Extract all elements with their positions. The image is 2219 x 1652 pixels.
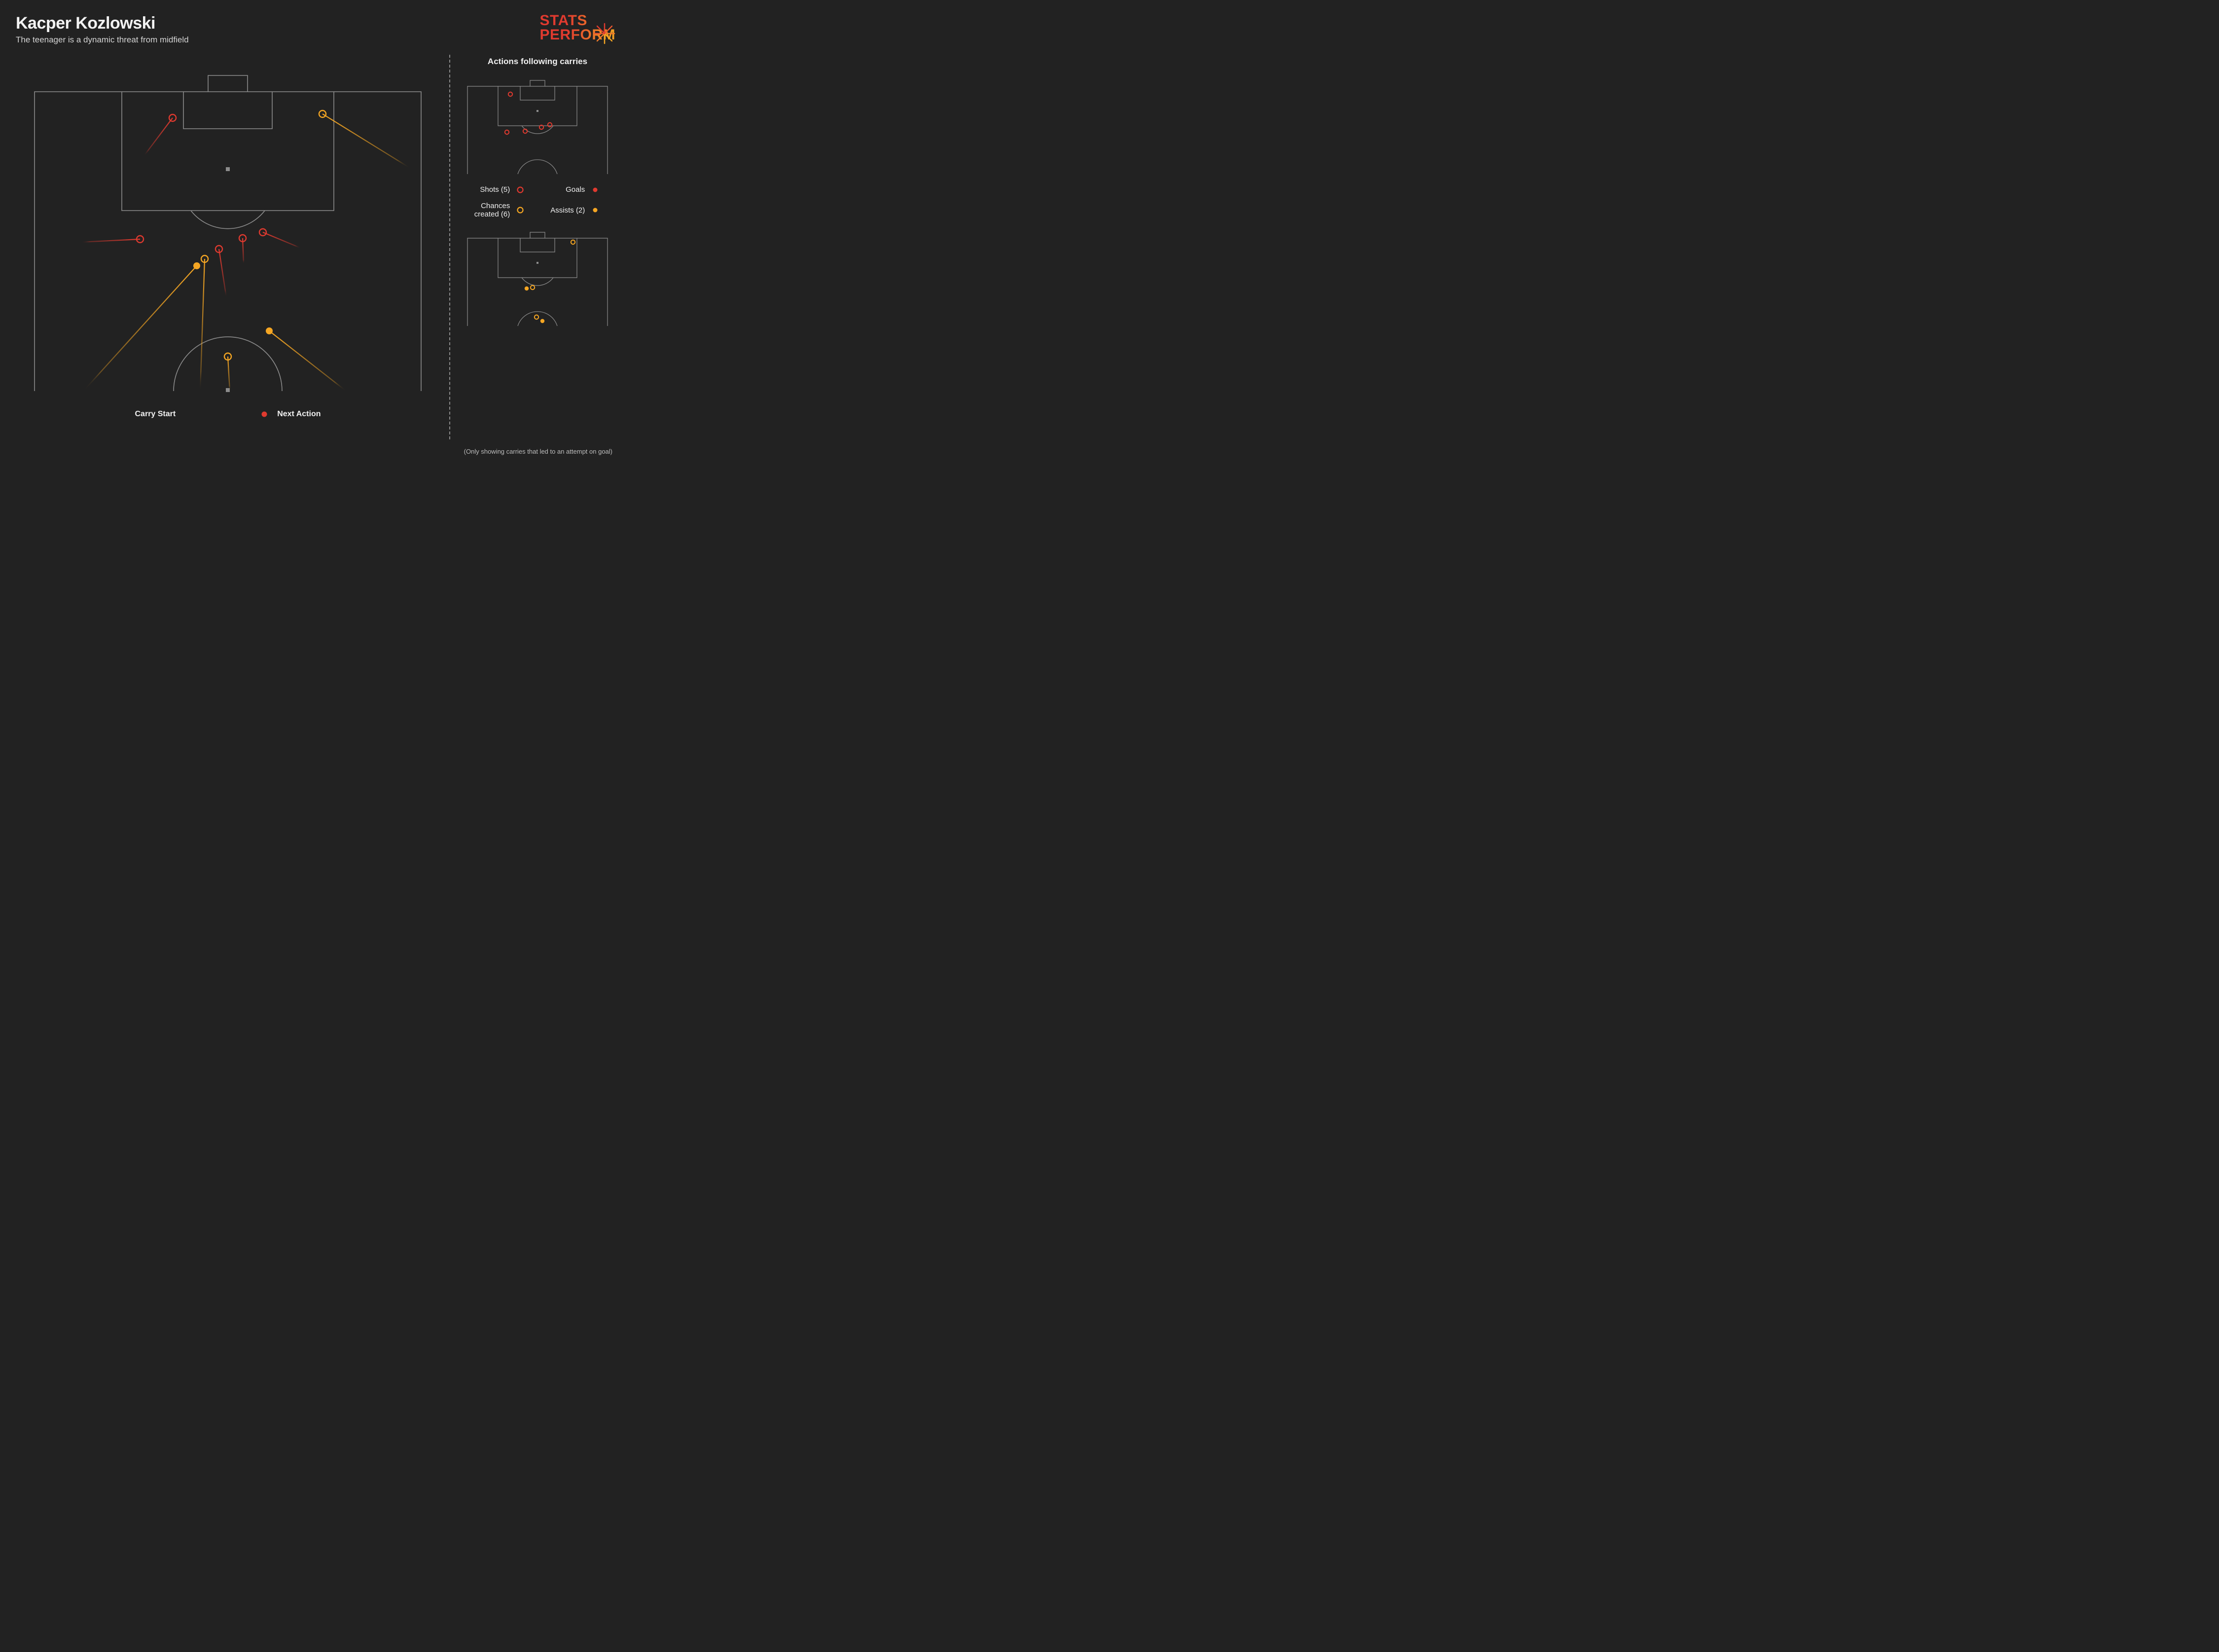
- header: Kacper Kozlowski The teenager is a dynam…: [16, 14, 615, 45]
- footnote: (Only showing carries that led to an att…: [464, 448, 612, 455]
- chart-subtitle: The teenager is a dynamic threat from mi…: [16, 35, 189, 45]
- vertical-divider: [440, 55, 460, 439]
- side-panel-title: Actions following carries: [488, 57, 587, 67]
- legend-label: Assists (2): [550, 206, 585, 215]
- carry-end-marker-fill: [266, 327, 273, 334]
- mini-marker-open: [505, 130, 509, 134]
- carry-line: [263, 232, 301, 248]
- carry-line: [219, 249, 226, 297]
- carry-line: [84, 266, 197, 391]
- mini-marker-open: [508, 92, 512, 96]
- bottom-legend: Carry Start Next Action: [135, 410, 321, 419]
- legend-symbol-open-icon: [516, 186, 524, 194]
- divider-line-icon: [449, 55, 450, 439]
- carry-line: [228, 357, 230, 391]
- carry-line: [200, 259, 205, 391]
- mini-shots-pitch: [464, 75, 611, 177]
- logo-line2: PERFORM: [540, 28, 616, 42]
- carry-line: [322, 114, 410, 168]
- mini-marker-fill: [525, 287, 529, 290]
- mini-chances-pitch: [464, 227, 611, 328]
- carry-end-marker-fill: [193, 262, 200, 269]
- mini-marker-open: [548, 123, 552, 127]
- carry-start-label: Carry Start: [135, 410, 176, 419]
- carry-line: [269, 331, 346, 391]
- legend-key: Shots (5) Goals Chances created (6) Assists…: [474, 185, 601, 218]
- mini-marker-open: [531, 286, 535, 289]
- legend-symbol-fill-icon: [592, 186, 599, 193]
- title-block: Kacper Kozlowski The teenager is a dynam…: [16, 14, 189, 45]
- legend-symbol-open-icon: [516, 206, 524, 214]
- side-panel: Actions following carries Shots (5) Goals…: [460, 55, 615, 439]
- legend-label: Chances created (6): [474, 202, 510, 218]
- content-row: Carry Start Next Action: [16, 55, 615, 439]
- mini-marker-open: [523, 129, 527, 133]
- next-action-label: Next Action: [277, 410, 321, 419]
- legend-symbol-fill-icon: [592, 207, 599, 214]
- main-pitch-svg: [26, 55, 430, 395]
- legend-label: Goals: [566, 185, 585, 194]
- stats-perform-logo: STATS PERFORM: [540, 14, 616, 42]
- main-pitch-panel: Carry Start Next Action: [16, 55, 440, 439]
- mini-marker-fill: [540, 319, 544, 323]
- logo-burst-icon: [593, 22, 616, 45]
- legend-label: Shots (5): [480, 185, 510, 194]
- mini-marker-open: [535, 315, 538, 319]
- carry-line: [81, 239, 140, 242]
- carry-legend-line-icon: [184, 410, 268, 418]
- chart-container: Kacper Kozlowski The teenager is a dynam…: [0, 0, 631, 470]
- carry-line: [144, 118, 173, 156]
- chart-title: Kacper Kozlowski: [16, 14, 189, 33]
- mini-marker-open: [571, 240, 575, 244]
